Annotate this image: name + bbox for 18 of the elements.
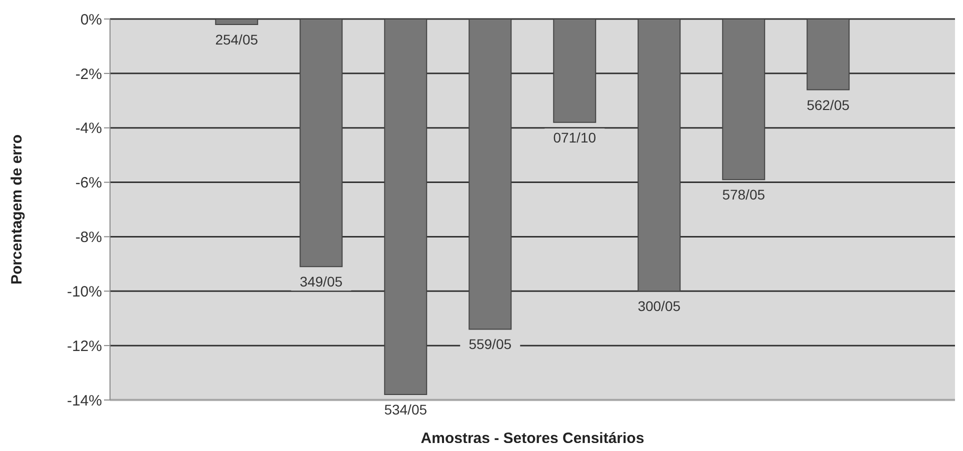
y-tick-label: -4% [75,120,102,138]
x-tick-label: 254/05 [215,31,258,48]
x-tick-label: 349/05 [300,274,343,290]
y-tick-label: 0% [80,11,102,28]
x-axis-title: Amostras - Setores Censitários [420,430,644,447]
x-tick-label: 559/05 [468,336,512,352]
x-tick-label: 300/05 [638,298,681,314]
y-axis-title: Porcentagem de erro [8,134,26,285]
y-tick-label: -8% [75,229,102,246]
y-tick-label: -14% [66,392,102,410]
x-tick-label: 562/05 [806,96,850,113]
y-tick-label: -12% [66,338,102,355]
x-tick-label: 578/05 [722,186,766,203]
y-tick-label: -6% [75,174,102,192]
x-tick-label: 534/05 [384,402,428,418]
y-tick-label: -2% [75,66,102,83]
x-tick-label: 071/10 [553,129,596,146]
y-tick-label: -10% [66,283,102,300]
